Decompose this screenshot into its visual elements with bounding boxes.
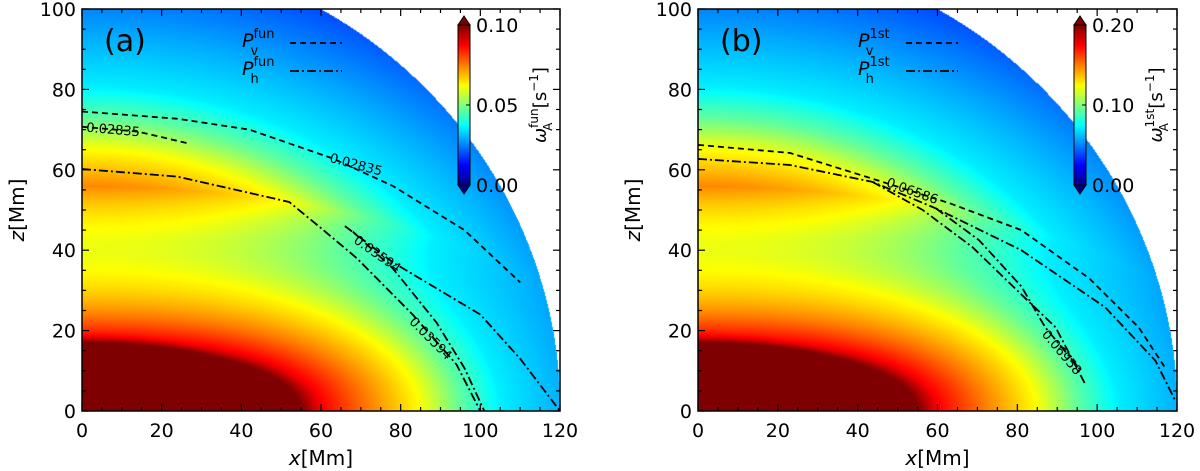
- contour-line-dashdot: [81, 168, 482, 412]
- x-axis-unit: [Mm]: [301, 446, 353, 470]
- contour-line-dashed: [81, 110, 521, 284]
- legend-sup: 1st: [869, 55, 889, 70]
- colorbar-label: ω1stA [s−1]: [1143, 67, 1171, 142]
- legend-sup: fun: [253, 55, 274, 70]
- legend-label: Pfun v: [242, 27, 275, 59]
- x-axis-unit: [Mm]: [917, 446, 969, 470]
- colorbar-extend-max: [1073, 15, 1087, 26]
- colorbar-tick-label: 0.10: [476, 15, 518, 37]
- colorbar-label-sup: 1st: [1143, 109, 1157, 128]
- x-tick-label: 100: [462, 420, 498, 442]
- y-tick-label: 0: [64, 401, 76, 423]
- x-tick-label: 60: [925, 420, 949, 442]
- y-tick-label: 0: [680, 401, 692, 423]
- y-tick-label: 20: [52, 321, 76, 343]
- contour-line-dashdot: [935, 207, 1082, 372]
- y-tick-label: 60: [52, 160, 76, 182]
- x-tick-label: 80: [389, 420, 413, 442]
- contour-line-dashdot: [697, 158, 1177, 402]
- x-tick-label: 60: [309, 420, 333, 442]
- colorbar-extend-min: [1073, 184, 1087, 195]
- x-axis-label: x[Mm]: [904, 446, 969, 470]
- x-tick-label: 120: [1159, 420, 1195, 442]
- panel-label: (b): [720, 24, 762, 59]
- x-tick-label: 20: [150, 420, 174, 442]
- colorbar-label-symbol: ω: [530, 128, 551, 143]
- colorbar-tick-label: 0.05: [476, 95, 518, 117]
- legend-symbol: P: [858, 58, 870, 80]
- colorbar-label-unit-sup: −1: [527, 74, 541, 92]
- y-tick-label: 20: [668, 321, 692, 343]
- colorbar-label-unit: [s: [530, 92, 551, 108]
- legend-label: Pfun h: [242, 55, 275, 87]
- contour-label: 0.06586: [884, 176, 940, 208]
- legend-sup: fun: [253, 27, 274, 42]
- colorbar-panel-a: [458, 25, 470, 185]
- y-tick-label: 100: [656, 0, 692, 21]
- y-tick-label: 40: [52, 240, 76, 262]
- y-tick-label: 80: [668, 79, 692, 101]
- legend-sub: h: [251, 72, 259, 87]
- x-tick-label: 0: [76, 420, 88, 442]
- colorbar-extend-max: [457, 15, 471, 26]
- colorbar-label-close: ]: [530, 67, 551, 74]
- legend-symbol: P: [242, 30, 254, 52]
- y-tick-label: 100: [40, 0, 76, 21]
- y-tick-label: 60: [668, 160, 692, 182]
- colorbar-label: ωfunA [s−1]: [527, 67, 555, 143]
- x-tick-label: 40: [846, 420, 870, 442]
- x-tick-label: 120: [542, 420, 578, 442]
- x-tick-label: 20: [766, 420, 790, 442]
- y-axis-label: z[Mm]: [621, 179, 645, 243]
- y-axis-unit: [Mm]: [5, 179, 29, 231]
- x-tick-label: 40: [229, 420, 253, 442]
- colorbar-label-close: ]: [1146, 67, 1167, 74]
- contour-line-dashed: [81, 125, 190, 145]
- contour-label: 0.06958: [1038, 328, 1084, 379]
- legend-symbol: P: [858, 30, 870, 52]
- colorbar-label-sub: A: [1157, 122, 1171, 131]
- panel-label: (a): [104, 24, 146, 59]
- colorbar-tick-label: 0.00: [476, 175, 518, 197]
- contour-line-dashdot: [344, 225, 561, 412]
- y-axis-var: z: [5, 230, 29, 242]
- y-axis-var: z: [621, 230, 645, 242]
- colorbar-label-sup: fun: [527, 108, 541, 127]
- colorbar-extend-min: [457, 184, 471, 195]
- colorbar-panel-b: [1074, 25, 1086, 185]
- legend-sub: h: [866, 72, 874, 87]
- x-tick-label: 100: [1079, 420, 1115, 442]
- contour-label: 0.03594: [351, 233, 404, 276]
- plot-frame: [81, 8, 561, 412]
- x-axis-var: x: [904, 446, 917, 470]
- y-axis-unit: [Mm]: [621, 179, 645, 231]
- colorbar-label-unit: [s: [1146, 92, 1167, 108]
- legend-label: P1st v: [858, 27, 890, 59]
- colorbar-tick-label: 0.00: [1092, 175, 1134, 197]
- legend-sup: 1st: [869, 27, 889, 42]
- colorbar-label-symbol: ω: [1146, 127, 1167, 142]
- x-tick-label: 0: [692, 420, 704, 442]
- colorbar-label-unit-sup: −1: [1143, 75, 1157, 93]
- heatmap-panel-a: [82, 9, 560, 411]
- contour-label: 0.02835: [328, 151, 384, 179]
- legend-sub: v: [866, 44, 874, 59]
- y-tick-label: 40: [668, 240, 692, 262]
- colorbar-tick-label: 0.10: [1092, 95, 1134, 117]
- y-axis-label: z[Mm]: [5, 179, 29, 243]
- y-tick-label: 80: [52, 79, 76, 101]
- legend-sub: v: [251, 44, 259, 59]
- legend-label: P1st h: [858, 55, 890, 87]
- x-axis-var: x: [288, 446, 301, 470]
- colorbar-label-sub: A: [541, 122, 555, 131]
- contour-label: 0.02835: [86, 121, 141, 141]
- legend-symbol: P: [242, 58, 254, 80]
- colorbar-tick-label: 0.20: [1092, 15, 1134, 37]
- x-axis-label: x[Mm]: [288, 446, 353, 470]
- contour-line-dashdot: [352, 231, 486, 412]
- contour-line-dashdot: [871, 181, 1086, 385]
- x-tick-label: 80: [1005, 420, 1029, 442]
